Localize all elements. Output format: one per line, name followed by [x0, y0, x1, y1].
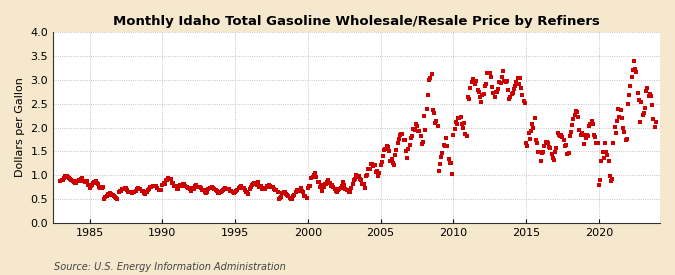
Y-axis label: Dollars per Gallon: Dollars per Gallon — [15, 78, 25, 177]
Title: Monthly Idaho Total Gasoline Wholesale/Resale Price by Refiners: Monthly Idaho Total Gasoline Wholesale/R… — [113, 15, 600, 28]
Text: Source: U.S. Energy Information Administration: Source: U.S. Energy Information Administ… — [54, 262, 286, 272]
